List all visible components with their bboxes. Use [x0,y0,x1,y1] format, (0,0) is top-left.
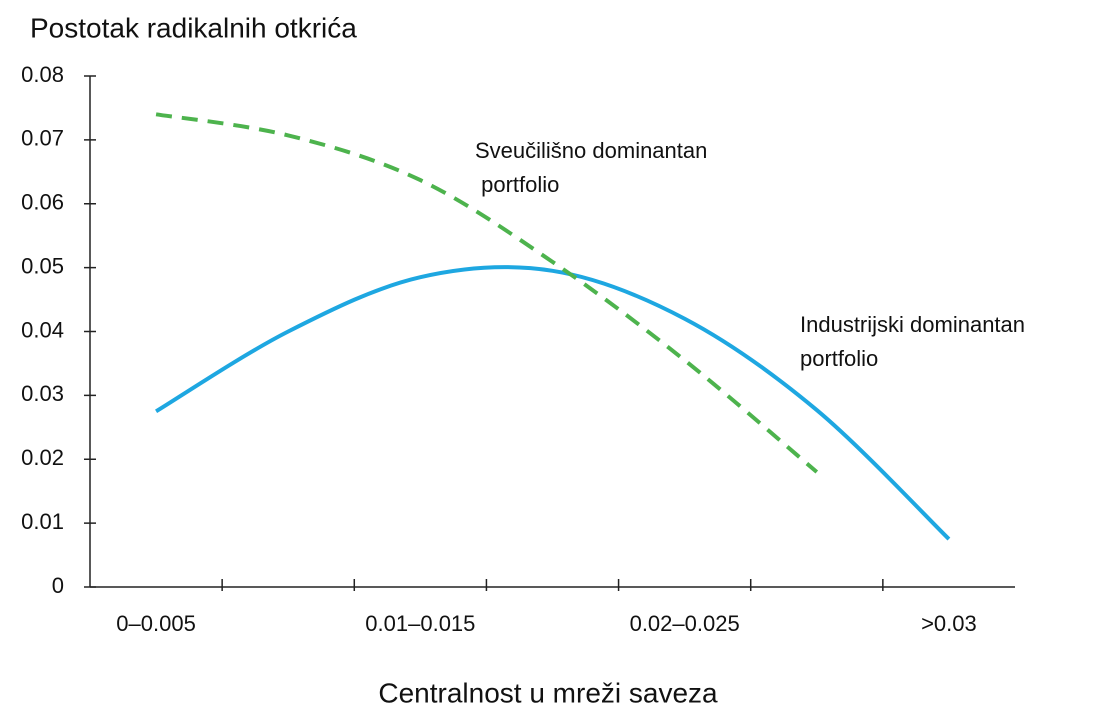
annotation: Industrijski dominantan [800,312,1025,337]
y-tick-label: 0.02 [21,445,64,470]
x-tick-label: 0.02–0.025 [630,611,740,636]
annotation: portfolio [475,172,559,197]
y-tick-label: 0.05 [21,253,64,278]
y-tick-label: 0.08 [21,62,64,87]
y-tick-label: 0.03 [21,381,64,406]
series-line [155,265,951,541]
y-tick-label: 0 [52,573,64,598]
x-tick-label: 0–0.005 [116,611,196,636]
y-tick-label: 0.07 [21,126,64,151]
chart-title: Postotak radikalnih otkrića [30,12,357,43]
y-tick-label: 0.06 [21,190,64,215]
annotation: Sveučilišno dominantan [475,138,707,163]
y-tick-label: 0.04 [21,317,64,342]
x-axis-label: Centralnost u mreži saveza [378,677,718,708]
x-tick-label: 0.01–0.015 [365,611,475,636]
series-line [155,112,819,474]
x-tick-label: >0.03 [921,611,977,636]
annotation: portfolio [800,346,878,371]
y-tick-label: 0.01 [21,509,64,534]
